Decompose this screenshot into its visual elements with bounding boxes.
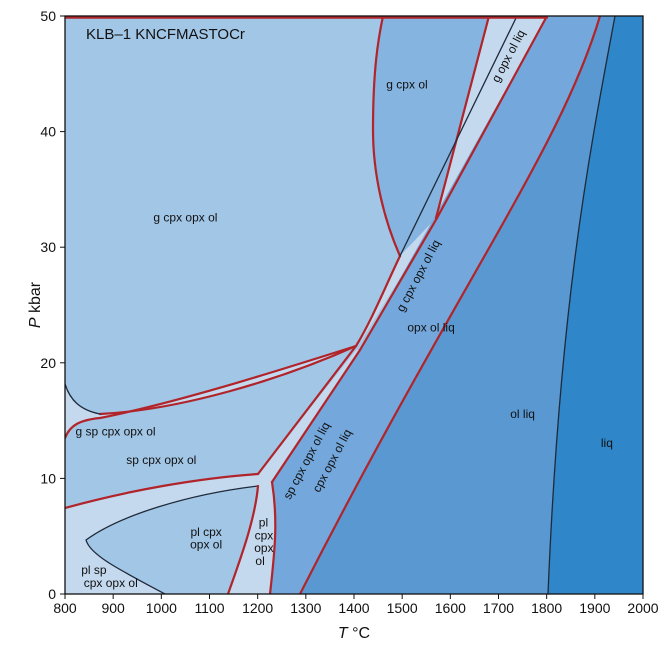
field-label-cpx-opx-ol: cpx opx ol bbox=[84, 576, 138, 590]
field-sp-cpx-opx-ol-liq bbox=[258, 350, 360, 482]
y-tick-label: 10 bbox=[40, 470, 56, 486]
x-tick-label: 1800 bbox=[531, 600, 562, 616]
boundary-spinel-dark bbox=[65, 383, 101, 415]
x-tick-label: 1200 bbox=[242, 600, 273, 616]
x-tick-label: 1500 bbox=[387, 600, 418, 616]
field-label-pl-cpx: pl cpx bbox=[190, 525, 221, 539]
x-tick-label: 1100 bbox=[194, 600, 224, 616]
field-pl-sp-cpx-opx-ol bbox=[65, 474, 258, 594]
x-axis-unit: °C bbox=[348, 625, 370, 642]
boundary-solidus-lower bbox=[256, 344, 358, 476]
y-axis-symbol: P bbox=[27, 317, 44, 328]
x-tick-label: 1400 bbox=[338, 600, 369, 616]
boundary-ol-out-liquidus bbox=[547, 16, 616, 594]
boundary-garnet-in bbox=[65, 344, 358, 440]
field-pl-cpx-opx-ol-liq bbox=[228, 474, 276, 594]
x-tick-label: 1300 bbox=[290, 600, 321, 616]
x-tick-label: 2000 bbox=[627, 600, 658, 616]
x-tick-label: 1600 bbox=[435, 600, 466, 616]
x-axis-title: T °C bbox=[338, 625, 370, 642]
field-label-g-cpx-ol: g cpx ol bbox=[386, 78, 427, 92]
x-tick-label: 1700 bbox=[483, 600, 514, 616]
boundary-plagioclase-dark bbox=[85, 485, 259, 594]
boundary-solidus-upper-right bbox=[358, 216, 439, 352]
y-tick-label: 50 bbox=[40, 8, 56, 24]
x-axis-symbol: T bbox=[338, 625, 349, 642]
boundary-pl-liq-right bbox=[268, 480, 277, 594]
boundary-sp-liq bbox=[270, 348, 362, 484]
y-tick-label: 30 bbox=[40, 239, 56, 255]
chart-title: KLB–1 KNCFMASTOCr bbox=[86, 26, 245, 43]
boundary-garnet-out-liq bbox=[435, 16, 549, 220]
x-ticks: 800 900 1000 1100 1200 1300 1400 1500 1600 1700 18… bbox=[53, 594, 659, 616]
boundary-opx-out bbox=[298, 16, 602, 594]
x-tick-label: 900 bbox=[101, 600, 125, 616]
field-label-pl: pl bbox=[259, 516, 268, 530]
boundary-g-cpx-ol-dome bbox=[371, 16, 402, 258]
y-axis-unit: kbar bbox=[27, 281, 44, 317]
field-opx-ol-liq bbox=[260, 16, 600, 594]
field-label-opx-ol: opx ol bbox=[190, 538, 222, 552]
field-liq bbox=[548, 16, 643, 594]
boundary-plagioclase-in bbox=[65, 472, 260, 510]
y-axis-title: P kbar bbox=[27, 281, 44, 328]
x-tick-label: 800 bbox=[53, 600, 77, 616]
field-g-cpx-ol bbox=[373, 16, 489, 256]
boundary-g-opx-ol-liq-dark bbox=[399, 16, 518, 257]
field-label-ol: ol bbox=[255, 554, 264, 568]
boundary-lines bbox=[65, 16, 616, 594]
plot-area bbox=[65, 16, 643, 594]
x-tick-label: 1000 bbox=[146, 600, 177, 616]
boundary-garnet-out bbox=[98, 344, 358, 416]
field-label-ol-liq: ol liq bbox=[510, 407, 535, 421]
field-label-pl-sp: pl sp bbox=[81, 563, 107, 577]
y-tick-label: 40 bbox=[40, 124, 56, 140]
y-tick-label: 20 bbox=[40, 355, 56, 371]
boundary-solidus-upper bbox=[354, 254, 402, 348]
boundary-cpx-out bbox=[434, 16, 491, 220]
field-label-opx-ol-liq: opx ol liq bbox=[407, 320, 454, 334]
boundary-pl-liq bbox=[226, 484, 260, 594]
field-label-g-cpx-opx-ol: g cpx opx ol bbox=[153, 210, 217, 224]
field-label-sp-cpx-opx-ol: sp cpx opx ol bbox=[126, 453, 196, 467]
field-pl-cpx-opx-ol bbox=[86, 486, 258, 594]
y-ticks: 0 10 20 30 40 50 bbox=[40, 8, 65, 602]
field-label-g-sp-cpx-opx-ol: g sp cpx opx ol bbox=[76, 424, 156, 438]
field-label-opx: opx bbox=[254, 541, 273, 555]
field-label-cpx: cpx bbox=[255, 528, 274, 542]
y-tick-label: 0 bbox=[48, 586, 56, 602]
x-tick-label: 1900 bbox=[579, 600, 610, 616]
field-label-liq: liq bbox=[601, 436, 613, 450]
